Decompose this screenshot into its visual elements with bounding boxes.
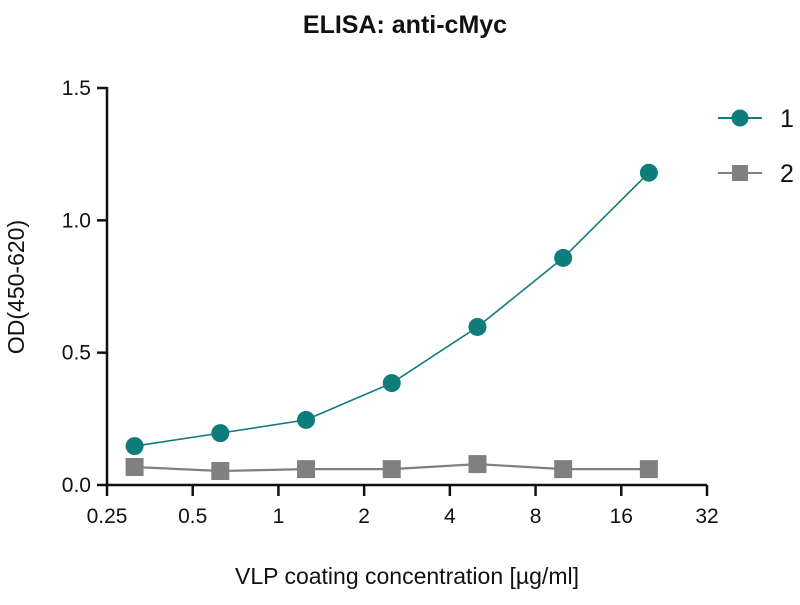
series-1-point: [297, 410, 316, 429]
chart-title: ELISA: anti-cMyc: [303, 11, 507, 39]
series-2-point: [468, 455, 487, 474]
axes: 0.0 0.5 1.0 1.5 0.25 0.5 1 2 4 8 16 32: [62, 77, 719, 528]
legend-marker: [731, 109, 749, 127]
series-1-point: [211, 424, 230, 443]
legend: 12: [718, 105, 794, 188]
series-2-point: [125, 458, 144, 477]
legend-marker: [732, 165, 748, 181]
series-2-point: [554, 460, 573, 479]
x-tick-label: 0.5: [178, 505, 207, 528]
x-tick-label: 32: [695, 505, 718, 528]
x-tick-label: 8: [530, 505, 542, 528]
series-2-point: [382, 460, 401, 479]
plot-area: [125, 163, 658, 480]
series-1-line: [134, 172, 650, 447]
y-axis-label: OD(450-620): [3, 220, 29, 354]
series-2-point: [211, 461, 230, 480]
x-tick-label: 0.25: [87, 505, 128, 528]
series-2-point: [297, 460, 316, 479]
series-1-point: [468, 317, 487, 336]
legend-label: 1: [780, 105, 794, 133]
y-tick-label: 1.5: [62, 77, 91, 100]
series-1-point: [125, 437, 144, 456]
x-tick-label: 2: [358, 505, 370, 528]
y-tick-label: 1.0: [62, 209, 91, 232]
y-tick-label: 0.5: [62, 342, 91, 365]
series-1-point: [382, 374, 401, 393]
x-tick-label: 1: [273, 505, 285, 528]
legend-label: 2: [780, 160, 794, 188]
x-axis-label: VLP coating concentration [µg/ml]: [235, 563, 579, 589]
x-tick-label: 4: [444, 505, 456, 528]
x-tick-label: 16: [610, 505, 633, 528]
series-2-point: [639, 460, 658, 479]
series-1-point: [554, 248, 573, 267]
y-tick-label: 0.0: [62, 474, 91, 497]
series-1-point: [639, 163, 658, 182]
